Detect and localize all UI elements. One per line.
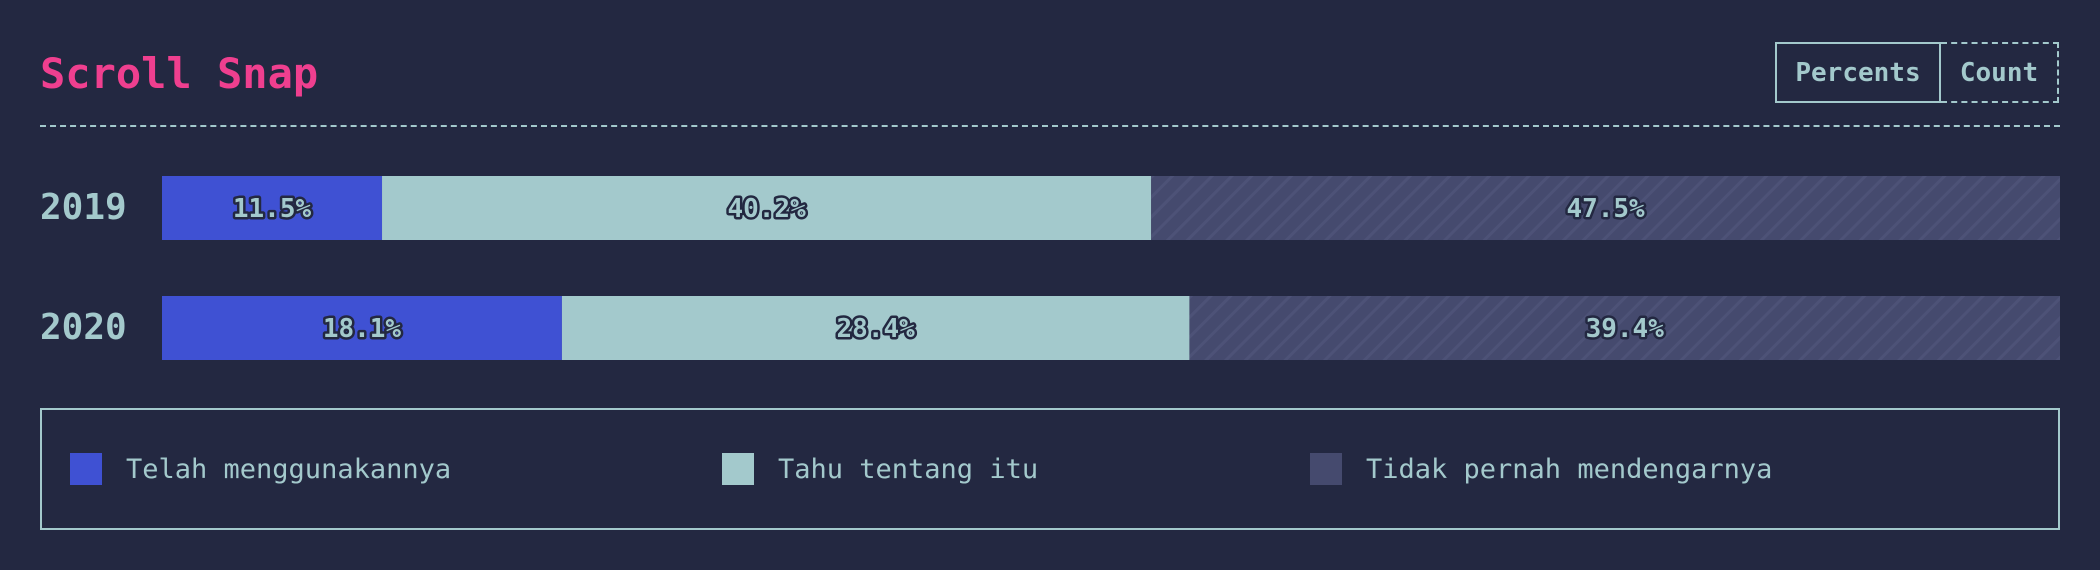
legend-item-know[interactable]: Tahu tentang itu (722, 410, 1038, 528)
legend-item-used[interactable]: Telah menggunakannya (70, 410, 451, 528)
bar-2020-know (561, 296, 1190, 360)
bar-label-2020-never: 39.4% (1586, 314, 1665, 344)
bar-label-2019-used: 11.5% (233, 194, 312, 224)
bar-2019-know (382, 176, 1152, 240)
bar-label-2020-used: 18.1% (323, 314, 402, 344)
legend-label-never: Tidak pernah mendengarnya (1366, 453, 1773, 485)
bar-label-2019-know: 40.2% (727, 194, 806, 224)
header-divider (40, 125, 2060, 127)
chart-legend: Telah menggunakannya Tahu tentang itu Ti… (40, 408, 2060, 530)
legend-swatch-never (1310, 453, 1342, 485)
legend-swatch-used (70, 453, 102, 485)
bar-2019-used (162, 176, 383, 240)
units-toggle: Percents Count (1775, 42, 2059, 103)
legend-swatch-know (722, 453, 754, 485)
count-button[interactable]: Count (1941, 42, 2059, 103)
bar-label-2020-know: 28.4% (837, 314, 916, 344)
legend-label-used: Telah menggunakannya (126, 453, 452, 485)
legend-item-never[interactable]: Tidak pernah mendengarnya (1310, 410, 1772, 528)
row-label-2019: 2019 (40, 187, 127, 228)
percents-button[interactable]: Percents (1775, 42, 1941, 103)
bar-2020-used (162, 296, 562, 360)
bar-2020-never (1189, 296, 2060, 360)
stacked-bar-chart: 11.5% 40.2% 47.5% 18.1% 28.4% 39.4% (162, 176, 2060, 360)
row-label-2020: 2020 (40, 307, 127, 348)
bar-label-2019-never: 47.5% (1566, 194, 1645, 224)
legend-label-know: Tahu tentang itu (778, 453, 1039, 485)
bar-2019-never (1151, 176, 2060, 240)
chart-title: Scroll Snap (40, 49, 319, 98)
